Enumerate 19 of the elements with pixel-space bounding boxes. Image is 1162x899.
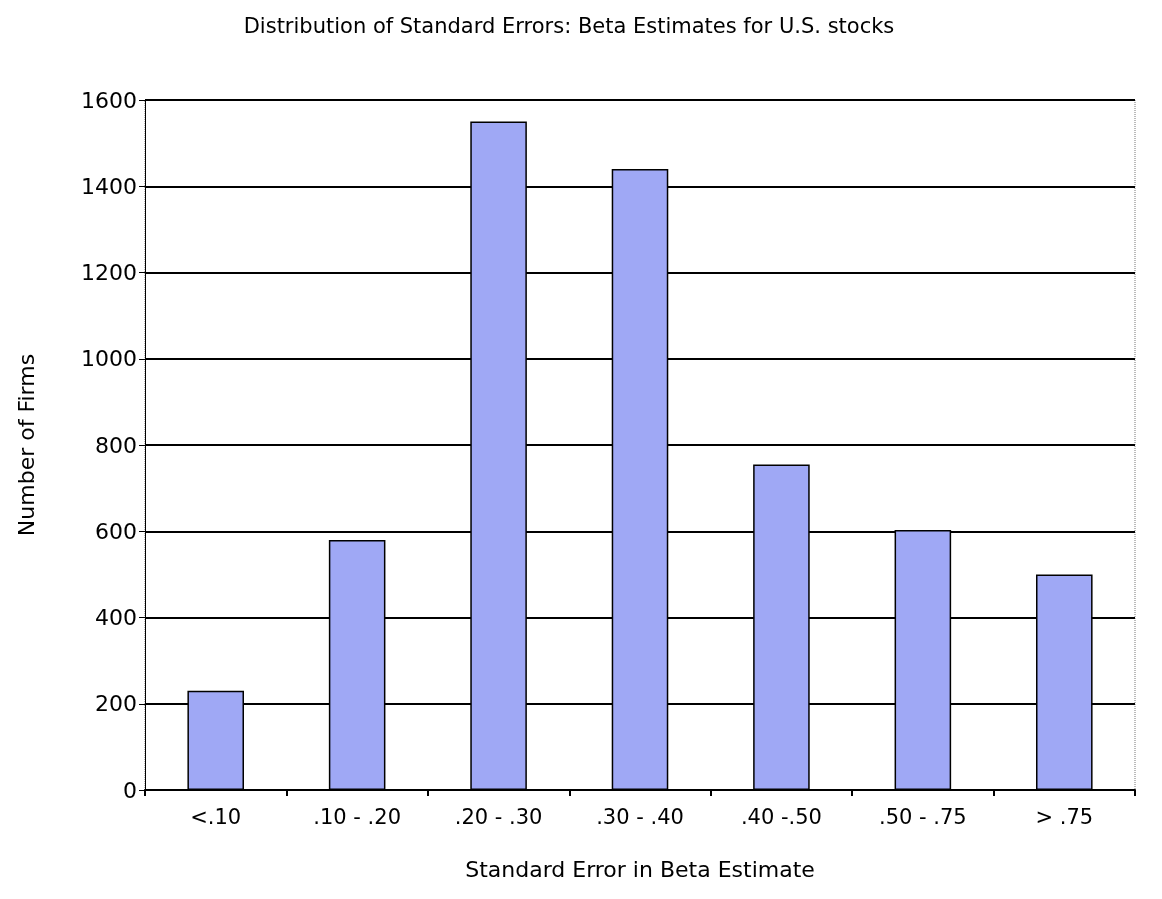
y-tick-label: 400: [95, 605, 137, 630]
y-tick-label: 1200: [81, 260, 137, 285]
x-tick-label: .40 -.50: [740, 804, 822, 829]
x-tick-label: .30 - .40: [596, 804, 684, 829]
x-axis-title: Standard Error in Beta Estimate: [465, 856, 815, 882]
x-tick-label: <.10: [190, 804, 242, 829]
y-tick-label: 1400: [81, 173, 137, 199]
y-tick-label: 1000: [81, 346, 137, 372]
x-tick-label: > .75: [1035, 804, 1094, 829]
y-axis-title: Number of Firms: [13, 353, 39, 537]
y-tick-label: 600: [95, 518, 137, 544]
chart-title: Distribution of Standard Errors: Beta Estimates for U.S. stocks: [243, 13, 895, 38]
y-tick-label: 1600: [81, 87, 137, 113]
x-tick-label: .50 - .75: [878, 804, 967, 829]
y-tick-label: 800: [95, 432, 137, 458]
y-tick-label: 200: [95, 691, 137, 717]
x-tick-label: .20 - .30: [454, 804, 543, 829]
y-tick-label: 0: [123, 777, 137, 803]
x-tick-label: .10 - .20: [313, 804, 402, 829]
